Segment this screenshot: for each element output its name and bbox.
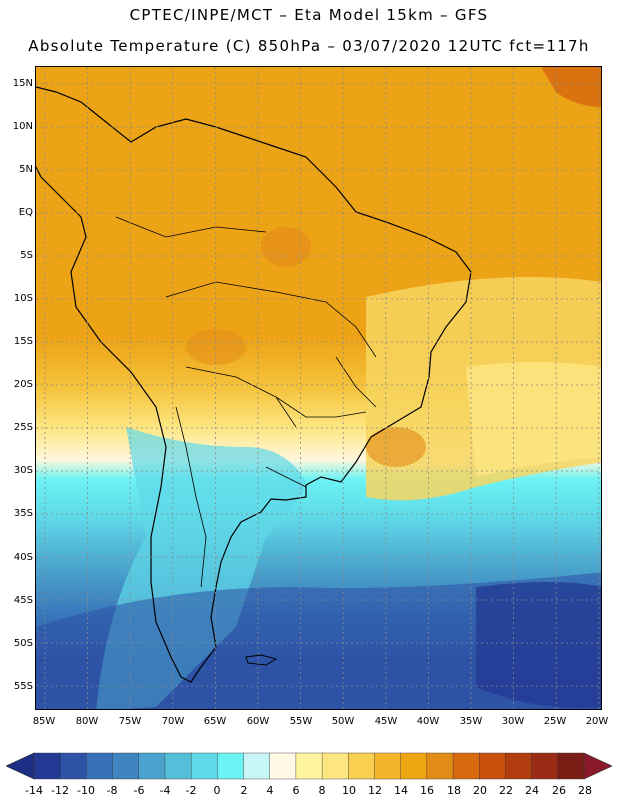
lon-label-45w: 45W	[374, 716, 398, 727]
lat-label-55s: 55S	[13, 681, 33, 692]
colorbar-cell	[269, 752, 297, 780]
lat-label-10n: 10N	[12, 121, 33, 132]
colorbar-label: -2	[185, 784, 197, 797]
colorbar-cell	[452, 752, 480, 780]
colorbar-under-arrow	[6, 752, 35, 780]
colorbar-cell	[321, 752, 349, 780]
map-subtitle: Absolute Temperature (C) 850hPa – 03/07/…	[28, 37, 590, 55]
lon-label-40w: 40W	[416, 716, 440, 727]
lon-label-35w: 35W	[459, 716, 483, 727]
colorbar-label: 20	[473, 784, 487, 797]
colorbar-label: 10	[342, 784, 356, 797]
lon-label-70w: 70W	[161, 716, 185, 727]
colorbar-label: 0	[213, 784, 221, 797]
lon-label-55w: 55W	[289, 716, 313, 727]
lat-label-5n: 5N	[19, 164, 33, 175]
colorbar-label: 14	[394, 784, 408, 797]
lon-label-75w: 75W	[118, 716, 142, 727]
lon-label-50w: 50W	[331, 716, 355, 727]
lat-label-15n: 15N	[12, 78, 33, 89]
lat-label-35s: 35S	[13, 508, 33, 519]
colorbar-cell	[59, 752, 87, 780]
lat-label-5s: 5S	[20, 250, 33, 261]
colorbar-label: -6	[133, 784, 145, 797]
lat-label-10s: 10S	[13, 293, 33, 304]
colorbar-cell	[348, 752, 375, 780]
lat-label-40s: 40S	[13, 552, 33, 563]
colorbar-label: 18	[447, 784, 461, 797]
graticule-lines	[36, 67, 601, 709]
colorbar-label: 22	[499, 784, 513, 797]
colorbar-label: 8	[318, 784, 326, 797]
temperature-colorbar	[6, 752, 612, 780]
lon-label-30w: 30W	[501, 716, 525, 727]
colorbar-cell	[138, 752, 166, 780]
colorbar-label: -12	[51, 784, 69, 797]
colorbar-label: 12	[368, 784, 382, 797]
colorbar-label: -10	[77, 784, 95, 797]
lat-label-30s: 30S	[13, 465, 33, 476]
colorbar-label: 24	[525, 784, 539, 797]
colorbar-label: 2	[240, 784, 248, 797]
colorbar-cell	[374, 752, 402, 780]
colorbar-cell	[190, 752, 218, 780]
colorbar-cell	[217, 752, 245, 780]
lat-label-45s: 45S	[13, 595, 33, 606]
lat-label-25s: 25S	[13, 422, 33, 433]
temperature-map	[35, 66, 602, 710]
colorbar-cell	[557, 752, 585, 780]
colorbar-cell	[33, 752, 61, 780]
lon-label-65w: 65W	[203, 716, 227, 727]
lon-label-60w: 60W	[246, 716, 270, 727]
map-title: CPTEC/INPE/MCT – Eta Model 15km – GFS	[129, 6, 489, 24]
lat-label-20s: 20S	[13, 379, 33, 390]
colorbar-label: -8	[106, 784, 118, 797]
lon-label-25w: 25W	[543, 716, 567, 727]
colorbar-cell	[243, 752, 271, 780]
continent-outline	[36, 86, 472, 683]
colorbar-cell	[164, 752, 192, 780]
colorbar-label: -14	[25, 784, 43, 797]
lat-label-15s: 15S	[13, 336, 33, 347]
colorbar-cell	[295, 752, 323, 780]
colorbar-label: -4	[159, 784, 171, 797]
lon-label-85w: 85W	[32, 716, 56, 727]
colorbar-label: 16	[420, 784, 434, 797]
colorbar-cell	[86, 752, 114, 780]
lon-label-20w: 20W	[585, 716, 609, 727]
colorbar-cell	[505, 752, 533, 780]
colorbar-label: 6	[292, 784, 300, 797]
colorbar-cell	[479, 752, 506, 780]
colorbar-cell	[531, 752, 559, 780]
colorbar-over-arrow	[583, 752, 612, 780]
colorbar-label: 26	[552, 784, 566, 797]
lon-label-80w: 80W	[75, 716, 99, 727]
colorbar-cell	[400, 752, 428, 780]
lat-label-50s: 50S	[13, 638, 33, 649]
map-canvas	[36, 67, 601, 709]
colorbar-label: 28	[578, 784, 592, 797]
lat-label-eq: EQ	[18, 207, 33, 218]
colorbar-label: 4	[266, 784, 274, 797]
colorbar-cell	[426, 752, 454, 780]
colorbar-cell	[112, 752, 140, 780]
